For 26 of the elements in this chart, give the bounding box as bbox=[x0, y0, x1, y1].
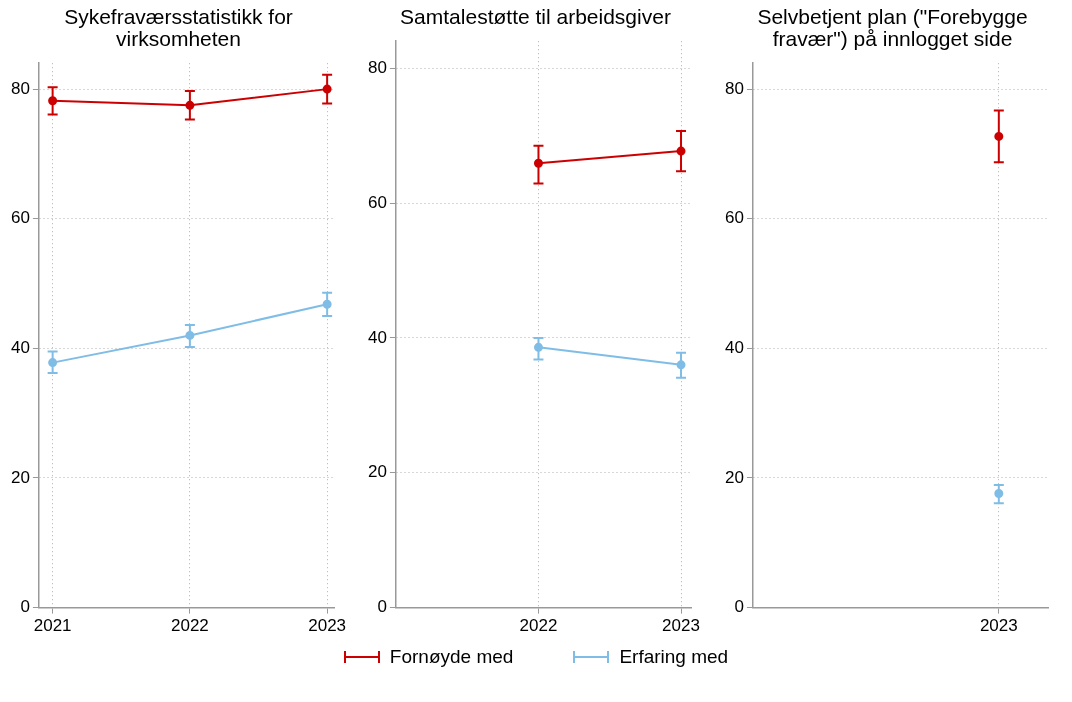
y-tick-label: 80 bbox=[724, 78, 744, 98]
y-tick-label: 60 bbox=[367, 192, 387, 212]
x-tick-label: 2022 bbox=[519, 616, 557, 636]
y-tick-label: 80 bbox=[10, 78, 30, 98]
y-tick-label: 0 bbox=[733, 597, 744, 617]
x-tick-label: 2023 bbox=[661, 616, 700, 636]
chart-title: Samtalestøtte til arbeidsgiver bbox=[399, 4, 672, 28]
x-tick-label: 2022 bbox=[170, 616, 209, 636]
y-tick-label: 80 bbox=[367, 57, 387, 77]
x-tick-label: 2021 bbox=[33, 616, 72, 636]
x-tick-label: 2023 bbox=[307, 616, 346, 636]
y-tick-label: 40 bbox=[367, 327, 387, 347]
y-tick-label: 40 bbox=[724, 338, 744, 358]
y-tick-label: 20 bbox=[10, 467, 30, 487]
legend-label: Erfaring med bbox=[619, 646, 729, 668]
y-tick-label: 60 bbox=[10, 208, 30, 228]
y-tick-label: 40 bbox=[10, 338, 30, 358]
y-tick-label: 60 bbox=[724, 208, 744, 228]
x-tick-label: 2023 bbox=[979, 616, 1018, 636]
legend-label: Fornøyde med bbox=[389, 646, 514, 668]
y-tick-label: 20 bbox=[367, 462, 387, 482]
y-tick-label: 0 bbox=[376, 597, 387, 617]
chart-title: Selvbetjent plan ("Forebygge fravær") på innlogget side bbox=[756, 4, 1029, 50]
y-tick-label: 20 bbox=[724, 467, 744, 487]
y-tick-label: 0 bbox=[19, 597, 30, 617]
chart-title: Sykefraværsstatistikk for virksomheten bbox=[63, 4, 294, 50]
